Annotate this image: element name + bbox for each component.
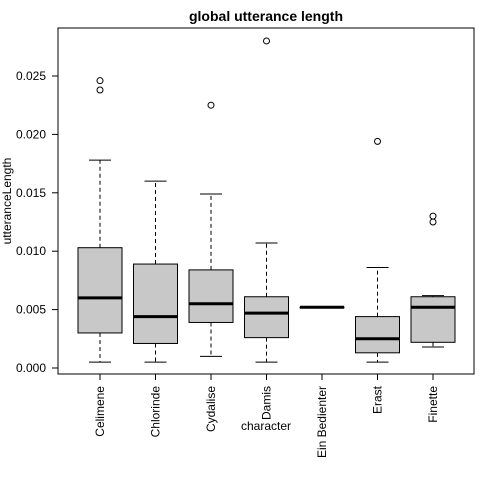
outlier-point [96,77,104,85]
y-tick-label: 0.015 [16,186,46,200]
box-iqr [77,247,123,334]
outlier-point [207,101,215,109]
outlier-point [429,218,437,226]
box-finette [410,212,456,348]
y-tick-label: 0.020 [16,127,46,141]
outlier-point [263,37,270,45]
x-tick-label: Erast [371,385,385,414]
box-iqr [133,263,178,344]
x-tick-label: Chlorinde [149,386,163,438]
x-tick-label: Cydalise [204,386,218,432]
outlier-point [374,137,381,145]
box-cydalise [188,101,234,357]
box-chlorinde [133,180,178,363]
x-axis: Celimene Chlorinde Cydalise Damis Ein Bedien… [93,373,440,458]
y-tick-label: 0.010 [16,244,46,258]
y-axis: 0.000 0.005 0.010 0.015 0.020 0.025 [16,69,59,375]
box-damis [244,37,289,363]
boxes-layer [77,37,456,363]
x-tick-label: Damis [260,386,274,420]
box-iqr [244,296,289,339]
chart-title: global utterance length [189,8,343,24]
x-tick-label: Ein Bedienter [315,386,329,458]
x-tick-label: Finette [426,386,440,423]
y-tick-label: 0.025 [16,69,46,83]
y-tick-label: 0.000 [16,361,46,375]
y-tick-label: 0.005 [16,303,46,317]
box-iqr [355,316,400,354]
x-axis-label: character [241,419,291,433]
y-axis-label: utteranceLength [0,158,14,245]
outlier-point [429,212,437,220]
box-erast [355,137,400,363]
box-iqr [410,296,456,343]
outlier-point [96,86,104,94]
box-iqr [188,269,234,323]
x-tick-label: Celimene [93,386,107,437]
box-ein-bedienter [299,305,345,309]
box-celimene [77,77,123,363]
